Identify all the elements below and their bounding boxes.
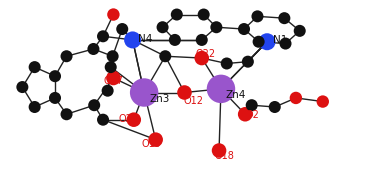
Point <box>141 91 147 94</box>
Text: O12: O12 <box>184 96 204 106</box>
Point <box>152 138 159 141</box>
Point <box>223 62 230 65</box>
Text: Zn3: Zn3 <box>149 94 169 104</box>
Text: O22: O22 <box>195 48 215 58</box>
Point <box>129 38 136 41</box>
Point <box>105 89 111 92</box>
Point <box>256 40 262 43</box>
Point <box>282 42 289 45</box>
Point <box>119 28 125 31</box>
Point <box>52 75 58 78</box>
Point <box>172 38 178 41</box>
Text: N1: N1 <box>273 35 287 45</box>
Text: O18: O18 <box>214 151 234 161</box>
Point <box>64 113 70 116</box>
Text: Zn4: Zn4 <box>226 90 246 100</box>
Text: O19: O19 <box>142 139 162 149</box>
Point <box>218 87 224 90</box>
Point <box>109 55 116 58</box>
Text: O2: O2 <box>246 110 260 120</box>
Point <box>90 48 96 51</box>
Point <box>19 86 25 89</box>
Text: N4: N4 <box>138 34 152 44</box>
Point <box>272 105 278 108</box>
Point <box>160 26 166 29</box>
Point <box>249 104 255 107</box>
Point <box>162 55 169 58</box>
Point <box>107 66 114 69</box>
Point <box>216 149 222 152</box>
Point <box>100 35 106 38</box>
Point <box>245 60 251 63</box>
Point <box>242 113 248 116</box>
Text: O17: O17 <box>103 76 123 86</box>
Point <box>64 55 70 58</box>
Point <box>31 66 38 69</box>
Point <box>254 15 261 18</box>
Point <box>181 91 188 94</box>
Text: O21: O21 <box>118 114 138 124</box>
Point <box>199 57 205 60</box>
Point <box>174 13 180 16</box>
Point <box>319 100 326 103</box>
Point <box>131 118 137 121</box>
Point <box>31 105 38 108</box>
Point <box>264 40 270 43</box>
Point <box>281 17 287 20</box>
Point <box>110 13 116 16</box>
Point <box>297 29 303 32</box>
Point <box>213 26 220 29</box>
Point <box>241 28 247 31</box>
Point <box>201 13 207 16</box>
Point <box>91 104 97 107</box>
Point <box>100 118 106 121</box>
Point <box>110 77 116 80</box>
Point <box>52 96 58 99</box>
Point <box>199 38 205 41</box>
Point <box>293 96 299 99</box>
